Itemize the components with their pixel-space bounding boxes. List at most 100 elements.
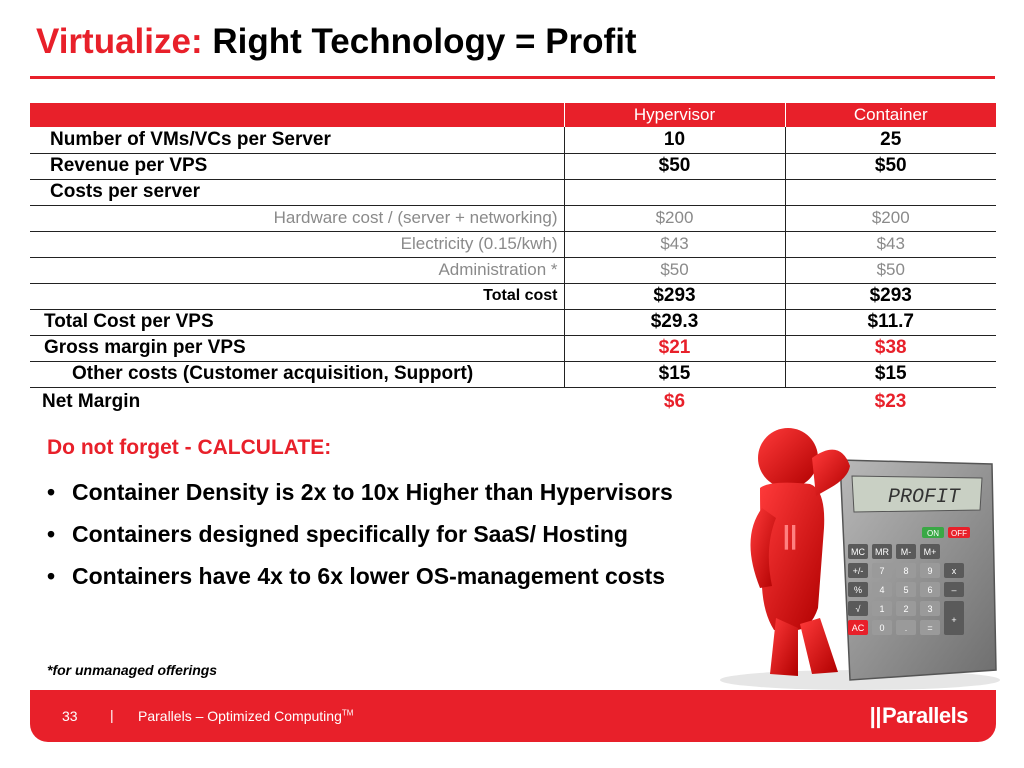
title-divider — [30, 76, 995, 79]
key-0: 0 — [879, 623, 884, 633]
container-value: $43 — [784, 231, 996, 258]
hypervisor-value: $43 — [563, 231, 785, 258]
hypervisor-value: $29.3 — [563, 309, 785, 336]
page-number: 33 — [62, 708, 78, 724]
key-m-plus: M+ — [924, 547, 937, 557]
table-row: Other costs (Customer acquisition, Suppo… — [30, 361, 996, 388]
bullet-text: Containers have 4x to 6x lower OS-manage… — [72, 563, 666, 589]
container-value: $200 — [784, 205, 996, 232]
calculator-icon: PROFIT ON OFF MC MR M- M+ +/- 7 8 9 x % … — [839, 459, 997, 681]
profit-comparison-table: Hypervisor Container Number of VMs/VCs p… — [30, 103, 996, 417]
key-off: OFF — [951, 529, 967, 538]
container-value: $38 — [784, 335, 996, 362]
row-label: Hardware cost / (server + networking) — [30, 205, 564, 232]
key-ac: AC — [852, 623, 865, 633]
hypervisor-value — [563, 179, 785, 206]
calculator-display: PROFIT — [888, 486, 961, 509]
table-row: Electricity (0.15/kwh) $43 $43 — [30, 231, 996, 258]
row-label: Total Cost per VPS — [30, 309, 564, 336]
profit-calculator-illustration: PROFIT ON OFF MC MR M- M+ +/- 7 8 9 x % … — [720, 428, 1000, 690]
key-8: 8 — [903, 566, 908, 576]
row-label: Number of VMs/VCs per Server — [30, 127, 564, 154]
list-item: • Containers designed specifically for Sa… — [47, 518, 737, 550]
key-1: 1 — [879, 604, 884, 614]
table-row: Costs per server — [30, 179, 996, 206]
bullet-text: Container Density is 2x to 10x Higher th… — [72, 479, 673, 505]
key-9: 9 — [927, 566, 932, 576]
key-sqrt: √ — [856, 604, 861, 614]
row-label: Revenue per VPS — [30, 153, 564, 180]
table-row: Hardware cost / (server + networking) $2… — [30, 205, 996, 232]
logo-bars-icon: || — [869, 703, 882, 728]
row-label: Net Margin — [42, 391, 141, 413]
key-multiply: x — [952, 566, 957, 576]
bullet-glyph: • — [47, 521, 56, 547]
key-m-minus: M- — [901, 547, 912, 557]
key-5: 5 — [903, 585, 908, 595]
notes-section: Do not forget - CALCULATE: • Container De… — [47, 436, 737, 602]
key-4: 4 — [879, 585, 884, 595]
container-value: $293 — [784, 283, 996, 310]
container-value: $11.7 — [784, 309, 996, 336]
key-dot: . — [905, 623, 908, 633]
row-label: Costs per server — [30, 179, 564, 206]
logo-text: Parallels — [881, 703, 969, 728]
container-value: 25 — [784, 127, 996, 154]
bullet-glyph: • — [47, 563, 56, 589]
parallels-logo: ||Parallels — [869, 703, 969, 729]
footer-bar: 33 | Parallels – Optimized ComputingTM |… — [30, 690, 996, 742]
red-figure-icon: || — [750, 428, 850, 676]
list-item: • Containers have 4x to 6x lower OS-manag… — [47, 560, 737, 592]
notes-list: • Container Density is 2x to 10x Higher t… — [47, 476, 737, 592]
key-percent: % — [854, 585, 862, 595]
key-6: 6 — [927, 585, 932, 595]
key-minus: – — [951, 585, 956, 595]
row-label: Gross margin per VPS — [30, 335, 564, 362]
trademark-mark: TM — [341, 708, 354, 718]
bullet-text: Containers designed specifically for Saa… — [72, 521, 628, 547]
slide-title: Virtualize: Right Technology = Profit — [36, 22, 637, 62]
table-row: Total cost $293 $293 — [30, 283, 996, 310]
table-row: Revenue per VPS $50 $50 — [30, 153, 996, 180]
table-header-row: Hypervisor Container — [30, 103, 996, 127]
bullet-glyph: • — [47, 479, 56, 505]
hypervisor-value: $200 — [563, 205, 785, 232]
table-header-hypervisor: Hypervisor — [563, 103, 785, 127]
container-value: $23 — [874, 391, 907, 413]
hypervisor-value: $21 — [563, 335, 785, 362]
table-header-blank — [30, 103, 564, 127]
hypervisor-value: $50 — [563, 153, 785, 180]
row-label: Electricity (0.15/kwh) — [30, 231, 564, 258]
row-label: Other costs (Customer acquisition, Suppo… — [30, 361, 564, 388]
row-label: Total cost — [30, 283, 564, 310]
key-equals: = — [927, 623, 932, 633]
key-mr: MR — [875, 547, 889, 557]
notes-heading: Do not forget - CALCULATE: — [47, 436, 332, 459]
key-7: 7 — [879, 566, 884, 576]
table-row: Net Margin $6 $23 — [30, 387, 996, 417]
footer-company: Parallels – Optimized ComputingTM — [138, 708, 353, 724]
key-mc: MC — [851, 547, 865, 557]
container-value: $50 — [784, 257, 996, 284]
footer-separator: | — [110, 707, 114, 723]
table-row: Gross margin per VPS $21 $38 — [30, 335, 996, 362]
hypervisor-value: $50 — [563, 257, 785, 284]
table-row: Total Cost per VPS $29.3 $11.7 — [30, 309, 996, 336]
table-row: Administration * $50 $50 — [30, 257, 996, 284]
title-main: Right Technology = Profit — [212, 22, 637, 61]
key-2: 2 — [903, 604, 908, 614]
list-item: • Container Density is 2x to 10x Higher t… — [47, 476, 737, 508]
container-value — [784, 179, 996, 206]
table-header-container: Container — [784, 103, 996, 127]
footnote: *for unmanaged offerings — [47, 662, 218, 678]
key-plus-minus: +/- — [853, 566, 864, 576]
hypervisor-value: $15 — [563, 361, 785, 388]
key-3: 3 — [927, 604, 932, 614]
table-row: Number of VMs/VCs per Server 10 25 — [30, 127, 996, 154]
footer-company-text: Parallels – Optimized Computing — [138, 708, 342, 724]
container-value: $15 — [784, 361, 996, 388]
hypervisor-value: $6 — [663, 391, 686, 413]
hypervisor-value: $293 — [563, 283, 785, 310]
hypervisor-value: 10 — [563, 127, 785, 154]
row-label: Administration * — [30, 257, 564, 284]
